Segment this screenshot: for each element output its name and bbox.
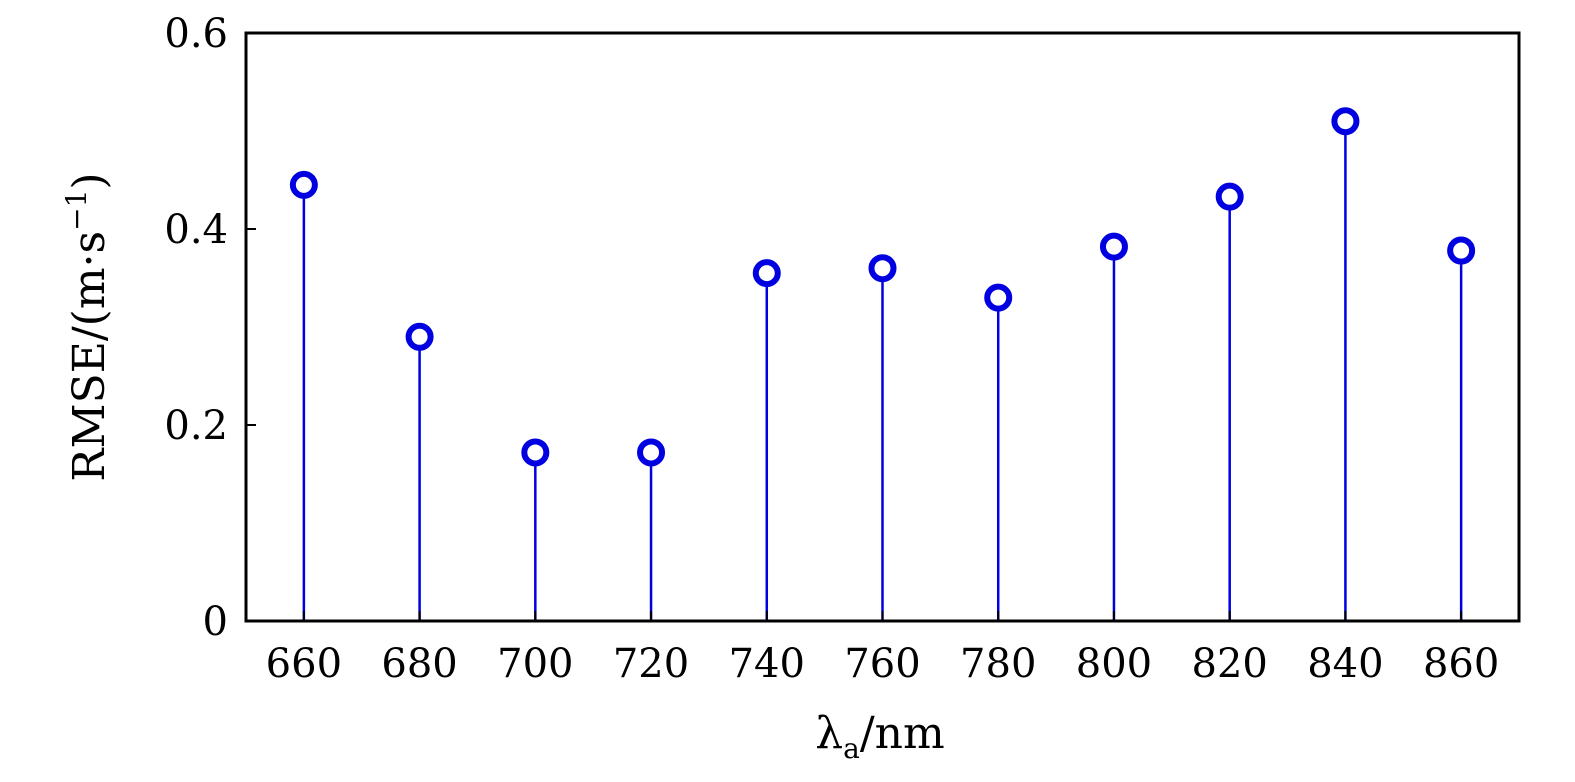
data-point-marker [521,438,550,467]
x-tick-label: 820 [1192,641,1268,687]
data-point-marker [1447,236,1476,265]
x-tick-label: 840 [1307,641,1383,687]
x-tick-label: 860 [1423,641,1499,687]
y-tick-label: 0.2 [164,403,228,449]
data-point-marker [1215,182,1244,211]
y-axis-label-text: RMSE/(m·s [64,231,115,482]
x-tick-label: 700 [497,641,573,687]
x-tick-label: 800 [1076,641,1152,687]
x-axis-label-subscript: a [843,732,860,765]
x-tick-label: 780 [960,641,1036,687]
y-ticks-layer: 0 0.2 0.4 0.6 [164,11,256,645]
data-point-marker [637,438,666,467]
x-ticks-layer: 660 680 700 720 740 760 780 800 820 840 860 [266,611,1499,687]
y-axis-label-superscript: −1 [60,190,93,231]
y-tick-label: 0.6 [164,11,228,57]
x-tick-label: 740 [729,641,805,687]
markers-layer [289,107,1476,467]
y-tick-label: 0.4 [164,207,228,253]
x-tick-label: 760 [844,641,920,687]
x-tick-label: 660 [266,641,342,687]
stems-layer [302,121,1463,621]
x-axis-label-unit: /nm [860,708,945,759]
data-point-marker [1099,232,1128,261]
data-point-marker [289,170,318,199]
data-point-marker [984,283,1013,312]
y-axis-label: RMSE/(m·s−1) [60,172,115,481]
y-tick-label: 0 [203,599,228,645]
x-tick-label: 680 [381,641,457,687]
data-point-marker [868,254,897,283]
x-axis-label-symbol: λ [815,708,843,759]
x-tick-label: 720 [613,641,689,687]
data-point-marker [752,259,781,288]
y-axis-label-close: ) [64,172,115,189]
x-axis-label: λa/nm [815,708,944,765]
data-point-marker [405,322,434,351]
data-point-marker [1331,107,1360,136]
